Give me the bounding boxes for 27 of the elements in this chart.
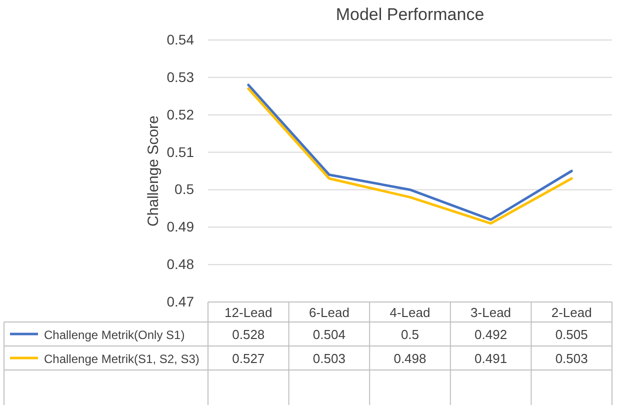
data-label: 0.491 [474, 351, 508, 366]
data-label: 0.527 [232, 351, 265, 366]
data-label: 0.505 [555, 327, 588, 342]
legend-label: Challenge Metrik(Only S1) [44, 328, 185, 342]
y-tick-label: 0.48 [166, 256, 194, 272]
x-tick-label: 3-Lead [470, 305, 512, 320]
y-tick-label: 0.53 [166, 68, 194, 85]
data-label: 0.5 [400, 327, 420, 342]
data-label: 0.503 [555, 351, 588, 366]
x-tick-label: 6-Lead [308, 305, 350, 320]
x-tick-label: 2-Lead [551, 305, 592, 320]
y-tick-label: 0.54 [166, 31, 194, 48]
y-tick-label: 0.51 [166, 144, 194, 160]
data-label: 0.492 [474, 327, 508, 342]
data-label: 0.503 [312, 351, 346, 366]
data-label: 0.498 [394, 351, 426, 366]
data-label: 0.528 [232, 327, 265, 342]
y-tick-label: 0.5 [174, 181, 194, 198]
y-tick-label: 0.49 [166, 218, 194, 235]
x-tick-label: 4-Lead [390, 305, 430, 320]
legend-label: Challenge Metrik(S1, S2, S3) [44, 352, 200, 366]
y-axis-title: Challenge Score [145, 116, 162, 226]
chart-title: Model Performance [336, 5, 484, 24]
x-tick-label: 12-Lead [224, 305, 272, 320]
y-tick-label: 0.52 [166, 106, 194, 122]
data-label: 0.504 [312, 327, 346, 342]
y-tick-label: 0.47 [166, 293, 194, 310]
